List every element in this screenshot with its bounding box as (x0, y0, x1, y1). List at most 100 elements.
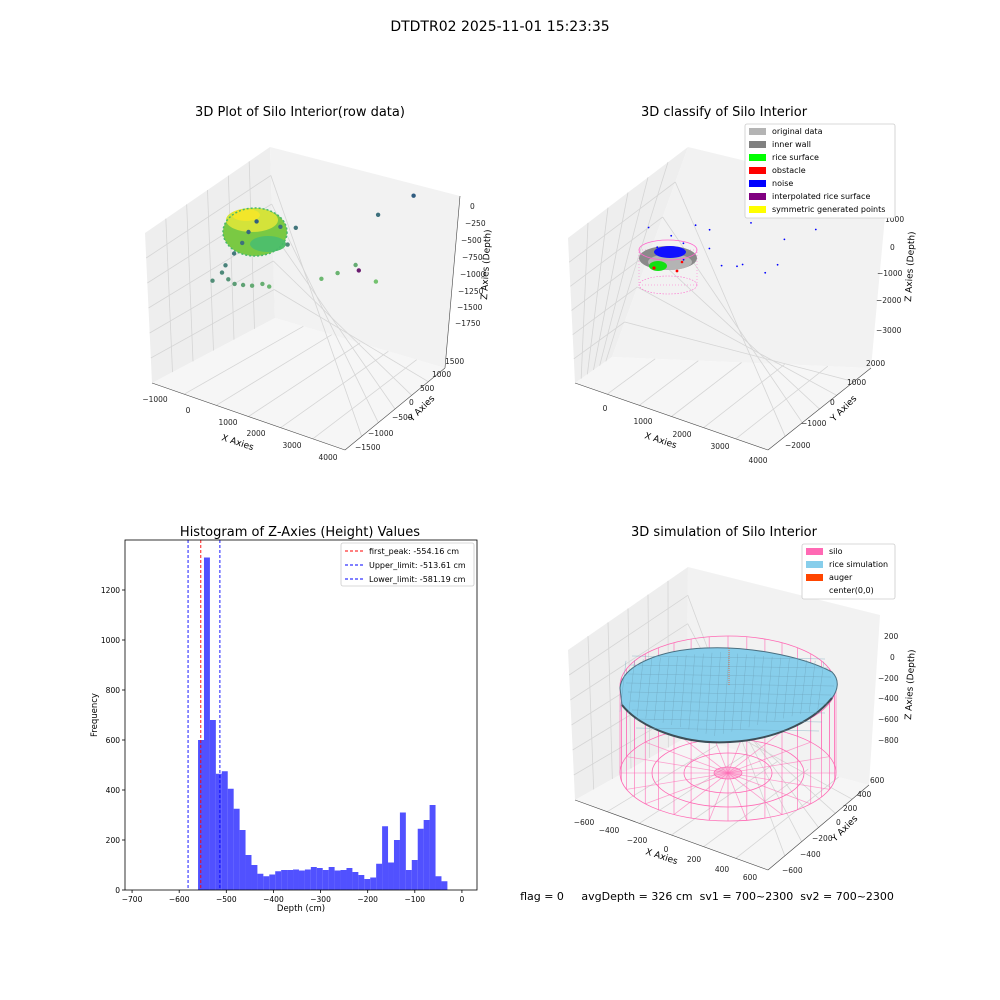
classify-interp-wire-side (638, 249, 698, 286)
raw-z-tick: 0 (470, 202, 475, 211)
sim-legend-rice: rice simulation (829, 560, 888, 569)
raw-title: 3D Plot of Silo Interior(row data) (195, 105, 405, 120)
panel-raw-scatter: 3D Plot of Silo Interior(row data) −1000… (142, 105, 493, 462)
gridline (271, 203, 379, 423)
status-line: flag = 0 avgDepth = 326 cm sv1 = 700~230… (520, 890, 894, 903)
raw-point (411, 193, 416, 198)
sim-x-tick: 400 (715, 865, 730, 874)
rice-mesh-line (629, 700, 829, 705)
raw-point (210, 278, 215, 283)
hist-bar (287, 870, 294, 890)
gridline (216, 334, 332, 406)
hist-bar (328, 867, 335, 890)
hist-title: Histogram of Z-Axies (Height) Values (180, 525, 420, 540)
raw-pane-back (270, 147, 460, 368)
classify-z-label: Z Axies (Depth) (904, 231, 918, 302)
hist-bar (257, 873, 264, 890)
hist-y-tick-label: 800 (106, 686, 121, 695)
hist-bar (227, 788, 234, 890)
hist-bar (364, 879, 371, 890)
legend-label-obstacle: obstacle (772, 166, 806, 175)
sim-y-tick: −600 (782, 866, 803, 875)
raw-blob-shadow (250, 236, 286, 252)
raw-point (223, 263, 228, 268)
gridline (703, 364, 785, 428)
raw-z-tick: −1250 (458, 287, 484, 296)
noise-point (736, 265, 738, 268)
sim-legend-box (801, 543, 896, 600)
sim-y-tick: 200 (843, 804, 858, 813)
raw-y-tick: 0 (409, 398, 414, 407)
sim-rice-mesh (619, 651, 835, 737)
raw-point (293, 225, 298, 230)
sim-legend-auger: auger (829, 573, 853, 582)
raw-point (373, 279, 379, 284)
rice-mesh-line (671, 655, 678, 726)
rice-mesh-line (631, 655, 826, 660)
sim-y-tick: −400 (800, 850, 821, 859)
classify-x-tick: 1000 (633, 417, 652, 426)
sim-y-label: Y Axies (829, 814, 860, 845)
hist-bar (376, 863, 383, 890)
classify-z-tick: 0 (890, 243, 895, 252)
gridline (150, 289, 275, 359)
legend-swatch-obstacle (749, 167, 766, 174)
legend-swatch-inner-wall (749, 141, 766, 148)
raw-z-axis-line (444, 195, 461, 369)
rice-mesh-line (680, 655, 687, 728)
sim-x-tick: −600 (574, 818, 595, 827)
sim-x-tick: −200 (627, 836, 648, 845)
rice-mesh-line (633, 718, 823, 723)
hist-bar (322, 870, 329, 890)
rice-mesh-line (635, 727, 820, 732)
legend-swatch-symmetric (749, 206, 766, 213)
noise-point (670, 234, 673, 237)
silo-spoke (645, 741, 729, 774)
sim-legend-swatch-auger (806, 574, 823, 581)
rice-mesh-line (714, 651, 721, 737)
raw-blob-highlight (232, 209, 260, 221)
sim-y-axis-line (767, 784, 870, 871)
hist-y-label: Frequency (90, 693, 100, 737)
raw-point (267, 284, 272, 289)
classify-x-tick: 4000 (748, 456, 767, 465)
hist-x-tick-label: −400 (263, 895, 284, 904)
classify-y-axis-line (767, 367, 872, 451)
hist-bar (209, 720, 216, 890)
gridline (273, 289, 429, 383)
sim-z-tick: −600 (878, 715, 899, 724)
gridline (624, 321, 854, 383)
noise-point (783, 238, 786, 241)
gridline (270, 175, 363, 437)
panel-histogram: Histogram of Z-Axies (Height) Values −70… (90, 525, 478, 914)
classify-obstacle-point (680, 260, 684, 264)
hist-bar (215, 773, 222, 890)
gridline (312, 359, 417, 440)
classify-pane-left (568, 147, 688, 383)
rice-mesh-line (809, 660, 816, 712)
hist-legend: first_peak: -554.16 cm Upper_limit: -513… (340, 542, 475, 587)
raw-z-tick: −250 (465, 219, 486, 228)
classify-z-tick: −3000 (876, 326, 902, 335)
sim-z-tick: 200 (884, 632, 899, 641)
sim-legend-swatch-rice (806, 561, 823, 568)
classify-legend-box (744, 123, 896, 219)
raw-point (232, 281, 237, 287)
hist-bar (435, 876, 442, 890)
classify-z-tick: −1000 (877, 269, 903, 278)
rice-mesh-line (628, 659, 635, 715)
raw-z-tick: −1000 (460, 270, 486, 279)
gridline (639, 752, 748, 824)
noise-point (776, 263, 779, 266)
sim-y-tick: −200 (812, 834, 833, 843)
raw-point (219, 270, 225, 275)
hist-bar (310, 867, 317, 890)
rice-mesh-line (800, 659, 807, 715)
sim-z-tick: −200 (878, 674, 899, 683)
raw-x-tick: −1000 (142, 395, 168, 404)
classify-gridlines (568, 162, 854, 440)
hist-bar (293, 869, 299, 890)
rice-mesh-line (662, 656, 670, 723)
hist-bar (405, 870, 412, 890)
raw-z-tick: −1500 (457, 303, 483, 312)
